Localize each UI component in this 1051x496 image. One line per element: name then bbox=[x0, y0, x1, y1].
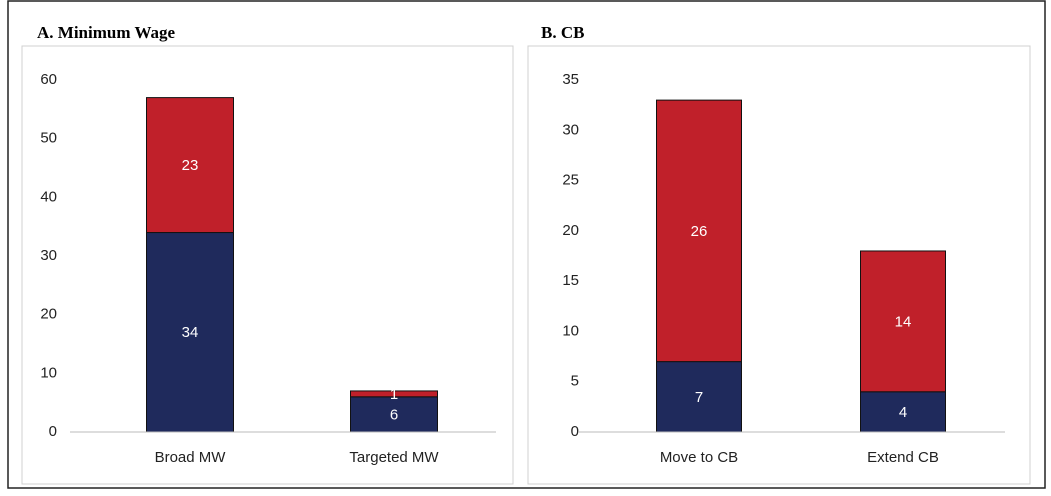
y-tick-label: 5 bbox=[571, 373, 579, 390]
y-tick-label: 60 bbox=[40, 71, 57, 88]
y-tick-label: 10 bbox=[562, 322, 579, 339]
bar-segment bbox=[146, 97, 234, 234]
y-tick-label: 35 bbox=[562, 71, 579, 88]
data-label: 14 bbox=[895, 313, 912, 330]
x-tick-label: Extend CB bbox=[867, 449, 939, 466]
data-label: 34 bbox=[182, 324, 199, 341]
y-tick-label: 30 bbox=[562, 121, 579, 138]
y-tick-label: 25 bbox=[562, 172, 579, 189]
bar-segment bbox=[860, 250, 946, 393]
x-tick-label: Targeted MW bbox=[349, 449, 439, 466]
y-tick-label: 20 bbox=[562, 222, 579, 239]
panel-title: A. Minimum Wage bbox=[37, 23, 176, 42]
y-tick-label: 10 bbox=[40, 364, 57, 381]
data-label: 7 bbox=[695, 389, 703, 406]
y-tick-label: 0 bbox=[571, 423, 579, 440]
y-tick-label: 40 bbox=[40, 188, 57, 205]
y-tick-label: 0 bbox=[49, 423, 57, 440]
figure-frame bbox=[7, 0, 1046, 489]
y-tick-label: 50 bbox=[40, 130, 57, 147]
data-label: 26 bbox=[691, 223, 708, 240]
panel-title: B. CB bbox=[541, 23, 584, 42]
data-label: 4 bbox=[899, 404, 907, 421]
bar-segment bbox=[350, 390, 438, 398]
data-label: 1 bbox=[390, 386, 398, 403]
x-tick-label: Broad MW bbox=[155, 449, 227, 466]
data-label: 23 bbox=[182, 157, 199, 174]
panel-frame bbox=[21, 45, 514, 485]
panel-frame bbox=[527, 45, 1031, 485]
bar-segment bbox=[656, 99, 742, 363]
bar-segment bbox=[860, 391, 946, 433]
x-tick-label: Move to CB bbox=[660, 449, 738, 466]
y-tick-label: 15 bbox=[562, 272, 579, 289]
bar-segment bbox=[656, 361, 742, 433]
y-tick-label: 30 bbox=[40, 247, 57, 264]
y-tick-label: 20 bbox=[40, 306, 57, 323]
data-label: 6 bbox=[390, 406, 398, 423]
